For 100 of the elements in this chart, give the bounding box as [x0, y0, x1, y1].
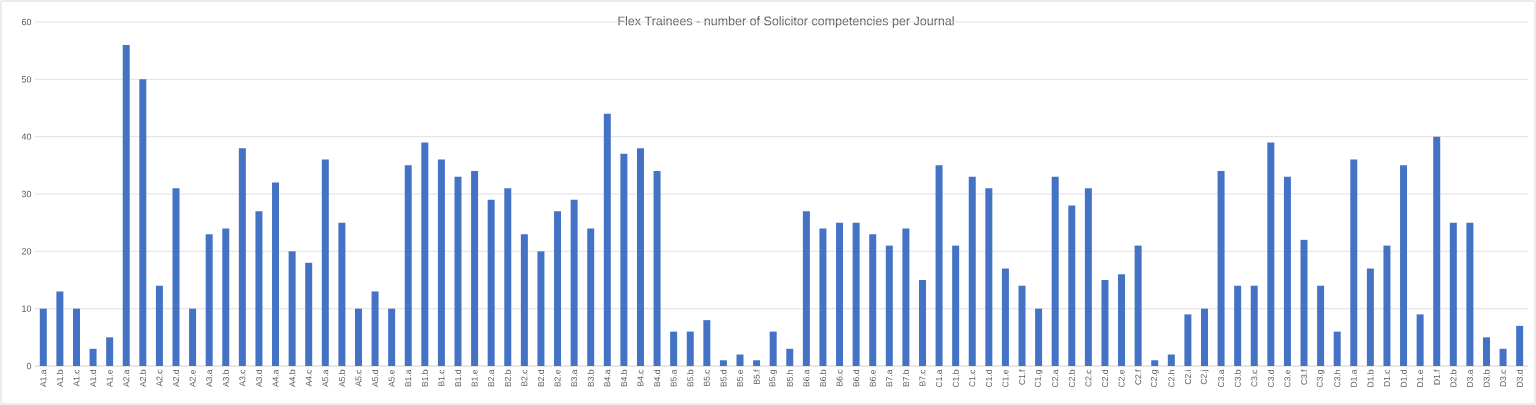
- bar: [1151, 360, 1159, 366]
- x-tick-label: C3.a: [1218, 369, 1225, 388]
- x-tick-label: B1.e: [471, 369, 478, 387]
- x-tick-label: C1.c: [969, 369, 976, 387]
- bar: [1300, 239, 1308, 366]
- x-tick-label: A4.b: [289, 369, 296, 387]
- bar: [388, 308, 396, 366]
- x-tick-label: B7.c: [919, 369, 926, 386]
- x-tick-label: B4.c: [637, 369, 644, 386]
- x-tick-label: C3.h: [1334, 370, 1341, 388]
- x-tick-label: C2.i: [1184, 370, 1192, 385]
- bar: [1001, 268, 1009, 366]
- bar: [1516, 325, 1524, 366]
- bar: [1482, 337, 1490, 366]
- x-tick-label: C2.b: [1068, 369, 1075, 388]
- bar: [786, 348, 794, 366]
- bar: [1466, 222, 1474, 366]
- y-tick-label: 20: [21, 248, 32, 255]
- bar: [39, 308, 47, 366]
- x-tick-label: A1.a: [40, 369, 47, 387]
- bar: [305, 262, 313, 366]
- x-tick-label: A1.d: [89, 370, 97, 387]
- bar: [852, 222, 860, 366]
- x-tick-label: B7.b: [902, 369, 910, 387]
- bar: [653, 171, 661, 366]
- x-tick-label: A2.c: [156, 369, 163, 387]
- x-tick-label: B5.c: [703, 369, 710, 386]
- bar: [255, 211, 263, 366]
- x-tick-label: C2.g: [1150, 370, 1159, 388]
- bar: [1366, 268, 1374, 366]
- bar: [703, 320, 711, 366]
- bar: [1317, 285, 1325, 366]
- bar: [1084, 188, 1092, 366]
- bar: [736, 354, 744, 366]
- bar: [686, 331, 694, 366]
- x-tick-label: D1.e: [1417, 369, 1424, 387]
- bar: [172, 188, 180, 366]
- bar: [354, 308, 362, 366]
- y-tick-label: 50: [21, 76, 32, 83]
- bar: [520, 234, 528, 366]
- x-tick-label: C2.d: [1101, 370, 1109, 388]
- x-tick-label: B5.f: [753, 369, 760, 384]
- x-tick-label: B1.a: [405, 369, 412, 387]
- bar: [1433, 136, 1441, 366]
- x-tick-label: B1.d: [454, 370, 462, 387]
- x-tick-label: D1.d: [1400, 370, 1407, 387]
- bar: [139, 79, 147, 366]
- bar: [155, 285, 163, 366]
- x-tick-label: C1.f: [1018, 369, 1026, 385]
- bar: [554, 211, 562, 366]
- x-tick-label: A5.d: [371, 370, 379, 387]
- bar: [985, 188, 993, 366]
- bar: [885, 245, 893, 366]
- bar: [1234, 285, 1242, 366]
- x-tick-label: C1.d: [985, 370, 992, 388]
- x-tick-label: C1.g: [1034, 370, 1043, 388]
- bar: [603, 113, 611, 366]
- bar: [437, 159, 445, 366]
- x-tick-label: C3.g: [1316, 370, 1325, 388]
- x-tick-label: B6.c: [836, 369, 843, 386]
- bar: [371, 291, 379, 366]
- x-tick-label: B2.b: [504, 369, 511, 387]
- x-tick-label: A1.e: [106, 369, 113, 387]
- bar: [952, 245, 960, 366]
- x-tick-label: D3.a: [1466, 369, 1473, 387]
- y-tick-label: 0: [26, 362, 32, 370]
- x-tick-label: B4.b: [620, 369, 627, 387]
- x-tick-label: C3.b: [1234, 369, 1241, 388]
- x-tick-label: B5.b: [687, 369, 694, 387]
- x-tick-label: D1.f: [1433, 369, 1440, 385]
- bar: [1134, 245, 1142, 366]
- bar: [321, 159, 329, 366]
- x-tick-label: C1.e: [1002, 369, 1009, 388]
- bar: [487, 199, 495, 366]
- bar: [869, 234, 877, 366]
- bar: [471, 171, 479, 366]
- x-tick-label: A2.e: [189, 369, 196, 387]
- x-tick-label: A3.a: [206, 369, 213, 387]
- bar: [836, 222, 844, 366]
- x-tick-label: C2.f: [1135, 369, 1142, 385]
- bar: [238, 148, 246, 366]
- x-tick-label: D2.b: [1450, 369, 1457, 387]
- chart-title: Flex Trainees - number of Solicitor competencies per Journal: [618, 16, 954, 28]
- bar: [72, 308, 80, 366]
- bar: [1350, 159, 1358, 366]
- bar: [1018, 285, 1026, 366]
- bar: [1416, 314, 1424, 366]
- bar: [968, 176, 976, 366]
- bar: [802, 211, 810, 366]
- bar: [1333, 331, 1341, 366]
- x-tick-label: C2.a: [1052, 369, 1059, 388]
- x-tick-label: B3.b: [587, 369, 594, 387]
- bar: [272, 182, 280, 366]
- x-tick-label: B5.d: [720, 370, 727, 387]
- x-tick-label: C2.j: [1200, 370, 1209, 385]
- x-tick-label: D3.c: [1500, 369, 1507, 387]
- x-tick-label: A2.b: [139, 369, 146, 387]
- x-tick-label: B2.c: [521, 369, 528, 386]
- bar: [189, 308, 197, 366]
- x-tick-label: A3.d: [255, 370, 263, 387]
